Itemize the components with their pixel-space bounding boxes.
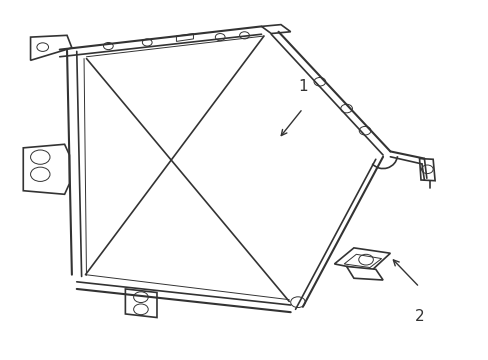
Text: 2: 2 (414, 309, 424, 324)
Polygon shape (23, 144, 69, 194)
Polygon shape (125, 289, 157, 318)
Polygon shape (334, 248, 389, 271)
Polygon shape (419, 158, 434, 181)
Polygon shape (30, 35, 72, 60)
Polygon shape (261, 24, 290, 33)
Text: 1: 1 (297, 79, 307, 94)
Polygon shape (346, 266, 382, 280)
Polygon shape (176, 33, 193, 41)
